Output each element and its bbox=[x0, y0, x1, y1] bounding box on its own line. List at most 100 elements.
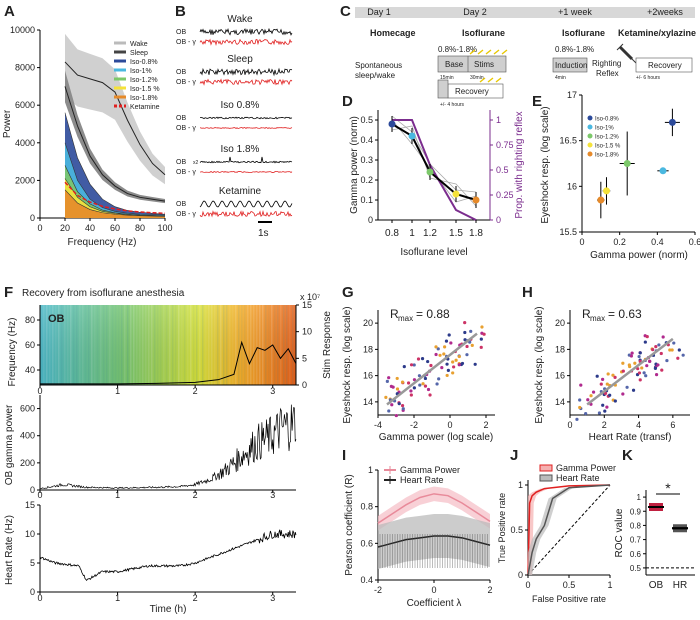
data-point bbox=[638, 378, 642, 382]
x-tick-label: -4 bbox=[374, 420, 382, 430]
legend-label: Iso-0.8% bbox=[595, 117, 619, 123]
data-point bbox=[465, 344, 469, 349]
y-tick-label: 0.3 bbox=[360, 155, 373, 165]
data-point bbox=[418, 383, 422, 387]
x-tick-label: -2 bbox=[410, 420, 418, 430]
data-point bbox=[401, 407, 405, 411]
data-point bbox=[654, 372, 659, 377]
line-Sleep bbox=[64, 86, 166, 202]
y-tick-label: 10000 bbox=[10, 25, 35, 35]
x-tick-label: 0.2 bbox=[613, 237, 626, 247]
y-tick-label-right: 0 bbox=[302, 380, 307, 390]
x-tick-label: 100 bbox=[157, 223, 172, 233]
x-tick-label: 1.8 bbox=[469, 228, 483, 239]
panel-g: G R max = 0.88 -4 -2 0 2 14 16 18 20 Gamma pow… bbox=[342, 284, 495, 443]
data-point bbox=[406, 381, 411, 385]
data-point bbox=[659, 351, 663, 356]
data-point bbox=[420, 357, 425, 361]
data-point bbox=[384, 395, 388, 399]
row-label-x2: x2 bbox=[193, 160, 199, 166]
ob-trace bbox=[199, 200, 293, 208]
y-tick-label: 0 bbox=[518, 570, 523, 580]
spectrogram-shade bbox=[40, 305, 296, 385]
y-tick-label: 60 bbox=[25, 340, 35, 350]
data-point bbox=[605, 382, 609, 386]
panel-k-y-label: ROC value bbox=[614, 508, 625, 557]
y-tick-label: 17 bbox=[567, 90, 577, 100]
data-point bbox=[630, 351, 634, 355]
data-point bbox=[460, 361, 465, 366]
y-tick-label-right: 10 bbox=[302, 327, 312, 337]
x-tick-label: 0.5 bbox=[563, 580, 576, 590]
data-point bbox=[452, 190, 460, 198]
x-tick-label: HR bbox=[673, 580, 687, 591]
fit-line bbox=[586, 337, 674, 406]
y-tick-label-right: 5 bbox=[302, 353, 307, 363]
panel-f: F Recovery from isoflurane anesthesia OB… bbox=[4, 284, 333, 615]
panel-d-x-ticks: 0.8 1 1.2 1.5 1.8 bbox=[385, 220, 483, 239]
trace-title: Ketamine bbox=[219, 186, 262, 197]
data-point bbox=[440, 366, 444, 370]
row-label-ob: OB bbox=[176, 29, 186, 36]
panel-d-plot bbox=[388, 115, 480, 221]
data-point bbox=[390, 403, 394, 407]
legend-swatch bbox=[587, 151, 593, 157]
text-recovery-2: Recovery bbox=[648, 61, 682, 70]
y-tick-label: 20 bbox=[363, 318, 373, 328]
chance-diagonal bbox=[527, 484, 611, 576]
data-point bbox=[628, 364, 632, 369]
panel-h-r-sub: max bbox=[590, 314, 605, 323]
wake-band bbox=[65, 33, 165, 185]
y-tick-label: 0.6 bbox=[360, 538, 373, 548]
line-Iso-1.2% bbox=[64, 165, 166, 217]
legend-label: Ketamine bbox=[130, 104, 160, 111]
data-point bbox=[463, 321, 467, 325]
panel-f-stim-ticks: 0 5 10 15 bbox=[296, 300, 312, 390]
y-tick-label: 0.5 bbox=[510, 525, 523, 535]
x-tick-label: 0 bbox=[447, 420, 452, 430]
line-Iso-1.8% bbox=[64, 189, 166, 217]
data-point bbox=[388, 120, 396, 128]
panel-e-plot bbox=[597, 108, 680, 219]
x-tick-label: 6 bbox=[670, 420, 675, 430]
x-tick-label: 0 bbox=[579, 237, 584, 247]
data-point bbox=[451, 360, 455, 364]
data-point bbox=[668, 348, 672, 352]
legend-label: Iso-1.8% bbox=[595, 153, 619, 159]
y-tick-label: 1 bbox=[368, 465, 373, 475]
text-range-1: 0.8%-1.8% bbox=[438, 45, 477, 54]
y-tick-label: 0 bbox=[30, 213, 35, 223]
legend-swatch bbox=[587, 142, 593, 148]
x-tick-label: 1 bbox=[409, 228, 415, 239]
data-point bbox=[597, 411, 602, 415]
data-point bbox=[605, 405, 609, 409]
panel-g-letter: G bbox=[342, 284, 354, 301]
data-point bbox=[438, 353, 442, 357]
data-point bbox=[385, 379, 389, 383]
data-point bbox=[640, 366, 644, 370]
data-point bbox=[436, 347, 440, 351]
panel-e: E 0 0.2 0.4 0.6 15.5 16 16.5 17 Iso-0.8% Iso-1%… bbox=[532, 90, 700, 261]
text-30min: 30min bbox=[470, 75, 484, 81]
timeline-day1: Day 1 bbox=[367, 7, 391, 17]
y-tick-label: 5 bbox=[30, 558, 35, 568]
y-tick-label: 15 bbox=[25, 500, 35, 510]
row-label-ob: OB bbox=[176, 159, 186, 166]
data-point bbox=[656, 363, 660, 367]
data-point bbox=[445, 362, 449, 366]
data-point bbox=[670, 348, 674, 352]
data-point bbox=[584, 411, 588, 416]
data-point bbox=[579, 383, 583, 387]
panel-j-letter: J bbox=[510, 447, 518, 464]
y-tick-label: 14 bbox=[363, 397, 373, 407]
data-point bbox=[429, 363, 433, 368]
data-point bbox=[603, 409, 607, 413]
panel-d-y-ticks-right: 0 0.25 0.5 0.75 1 bbox=[490, 115, 514, 225]
data-point bbox=[602, 187, 610, 195]
data-point bbox=[434, 345, 438, 349]
data-point bbox=[575, 417, 579, 421]
y-tick-label: 16.5 bbox=[559, 136, 577, 146]
data-point bbox=[447, 333, 451, 337]
